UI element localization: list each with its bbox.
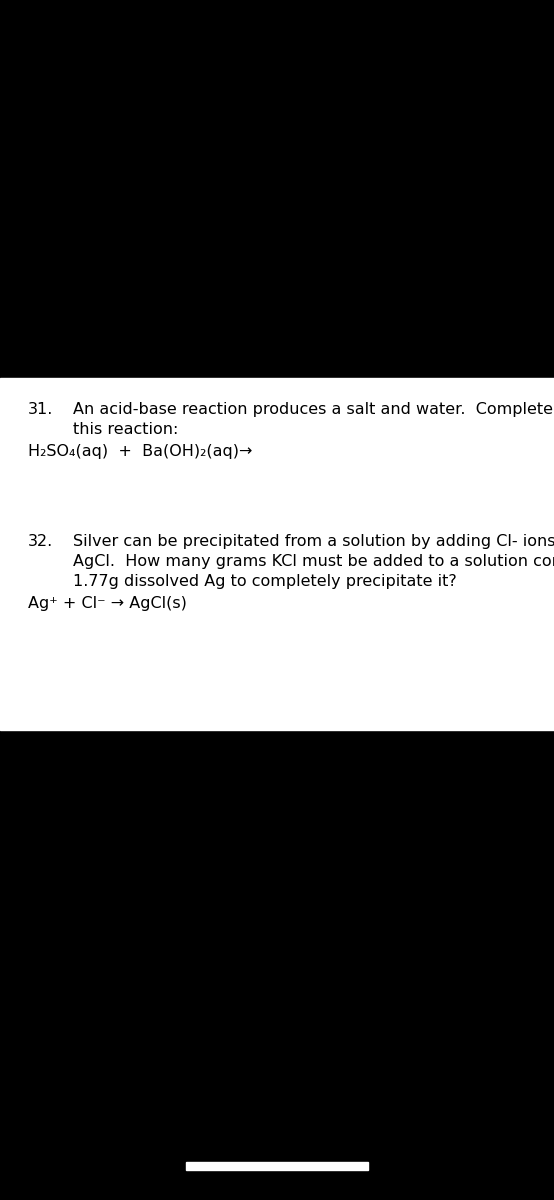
Text: 32.: 32.	[28, 534, 53, 550]
Text: Silver can be precipitated from a solution by adding Cl- ions to form: Silver can be precipitated from a soluti…	[73, 534, 554, 550]
Text: H₂SO₄(aq)  +  Ba(OH)₂(aq)→: H₂SO₄(aq) + Ba(OH)₂(aq)→	[28, 444, 253, 458]
Text: this reaction:: this reaction:	[73, 422, 178, 437]
Text: 1.77g dissolved Ag to completely precipitate it?: 1.77g dissolved Ag to completely precipi…	[73, 574, 456, 589]
Text: AgCl.  How many grams KCl must be added to a solution containing: AgCl. How many grams KCl must be added t…	[73, 554, 554, 569]
Text: An acid-base reaction produces a salt and water.  Complete and balance: An acid-base reaction produces a salt an…	[73, 402, 554, 416]
Text: Ag⁺ + Cl⁻ → AgCl(s): Ag⁺ + Cl⁻ → AgCl(s)	[28, 596, 187, 611]
Text: 31.: 31.	[28, 402, 53, 416]
